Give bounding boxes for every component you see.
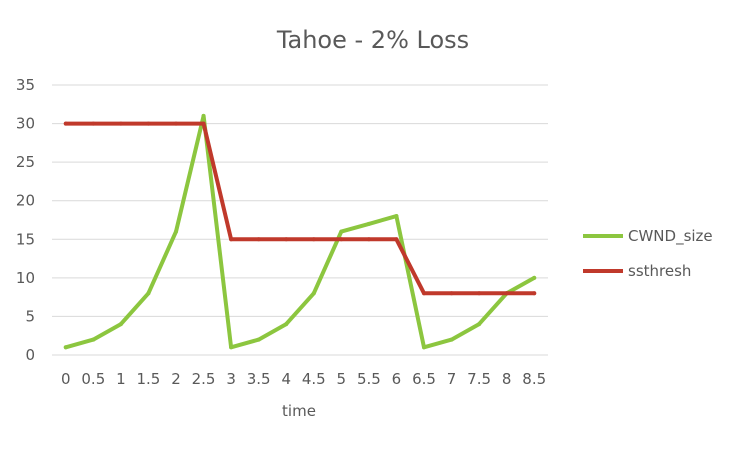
data-point xyxy=(422,345,426,350)
y-tick-label: 20 xyxy=(16,192,35,210)
y-tick-label: 10 xyxy=(16,269,35,287)
data-point xyxy=(477,322,482,327)
data-point xyxy=(366,221,371,226)
series-line-ssthresh xyxy=(63,121,537,296)
series-lines xyxy=(63,113,537,350)
data-point xyxy=(91,121,96,126)
x-tick-label: 1.5 xyxy=(137,370,161,388)
data-point xyxy=(532,291,537,296)
data-point xyxy=(256,337,261,342)
data-point xyxy=(201,121,206,126)
data-point xyxy=(63,345,68,350)
data-point xyxy=(201,113,206,118)
data-point xyxy=(174,229,178,234)
legend-item: CWND_size xyxy=(583,227,713,246)
data-point xyxy=(339,237,344,242)
legend-item: ssthresh xyxy=(583,262,691,280)
data-point xyxy=(284,237,289,242)
y-tick-label: 25 xyxy=(16,153,35,171)
data-point xyxy=(394,214,399,219)
x-tick-label: 5 xyxy=(337,370,347,388)
data-point xyxy=(91,337,96,342)
x-tick-label: 8 xyxy=(502,370,512,388)
legend: CWND_size ssthresh xyxy=(583,227,713,280)
x-tick-label: 1 xyxy=(116,370,126,388)
x-axis-label: time xyxy=(282,402,316,420)
x-tick-label: 7.5 xyxy=(467,370,491,388)
data-point xyxy=(449,337,454,342)
y-tick-label: 35 xyxy=(16,76,35,94)
x-tick-label: 0 xyxy=(61,370,71,388)
x-tick-label: 2.5 xyxy=(192,370,216,388)
x-tick-label: 4 xyxy=(281,370,291,388)
x-tick-label: 3.5 xyxy=(247,370,271,388)
x-tick-label: 2 xyxy=(171,370,181,388)
data-point xyxy=(256,237,261,242)
y-tick-label: 15 xyxy=(16,230,35,248)
series-line-cwnd-size xyxy=(63,113,537,350)
legend-label: ssthresh xyxy=(628,262,691,280)
data-point xyxy=(284,322,289,327)
x-tick-label: 3 xyxy=(226,370,236,388)
data-point xyxy=(449,291,454,296)
data-point xyxy=(477,291,482,296)
x-tick-labels: 0 0.5 1 1.5 2 2.5 3 3.5 4 4.5 5 5.5 6 6.5 7 7.5 8 8.5 xyxy=(61,370,546,388)
data-point xyxy=(422,291,426,296)
x-tick-label: 8.5 xyxy=(522,370,546,388)
y-tick-labels: 0 5 10 15 20 25 30 35 xyxy=(16,76,35,364)
x-tick-label: 6.5 xyxy=(412,370,436,388)
x-tick-label: 7 xyxy=(447,370,457,388)
data-point xyxy=(311,291,316,296)
chart-title: Tahoe - 2% Loss xyxy=(276,26,469,54)
data-point xyxy=(146,291,151,296)
data-point xyxy=(118,322,123,327)
data-point xyxy=(118,121,123,126)
data-point xyxy=(174,121,178,126)
data-point xyxy=(229,345,234,350)
x-tick-label: 6 xyxy=(392,370,402,388)
legend-label: CWND_size xyxy=(628,227,713,246)
x-tick-label: 4.5 xyxy=(302,370,326,388)
data-point xyxy=(339,229,344,234)
y-tick-label: 30 xyxy=(16,115,35,133)
y-tick-label: 5 xyxy=(25,307,35,325)
data-point xyxy=(63,121,68,126)
y-tick-label: 0 xyxy=(25,346,35,364)
data-point xyxy=(532,275,537,280)
data-point xyxy=(311,237,316,242)
x-tick-label: 0.5 xyxy=(81,370,105,388)
data-point xyxy=(394,237,399,242)
x-tick-label: 5.5 xyxy=(357,370,381,388)
data-point xyxy=(229,237,234,242)
data-point xyxy=(146,121,151,126)
data-point xyxy=(366,237,371,242)
data-point xyxy=(504,291,509,296)
